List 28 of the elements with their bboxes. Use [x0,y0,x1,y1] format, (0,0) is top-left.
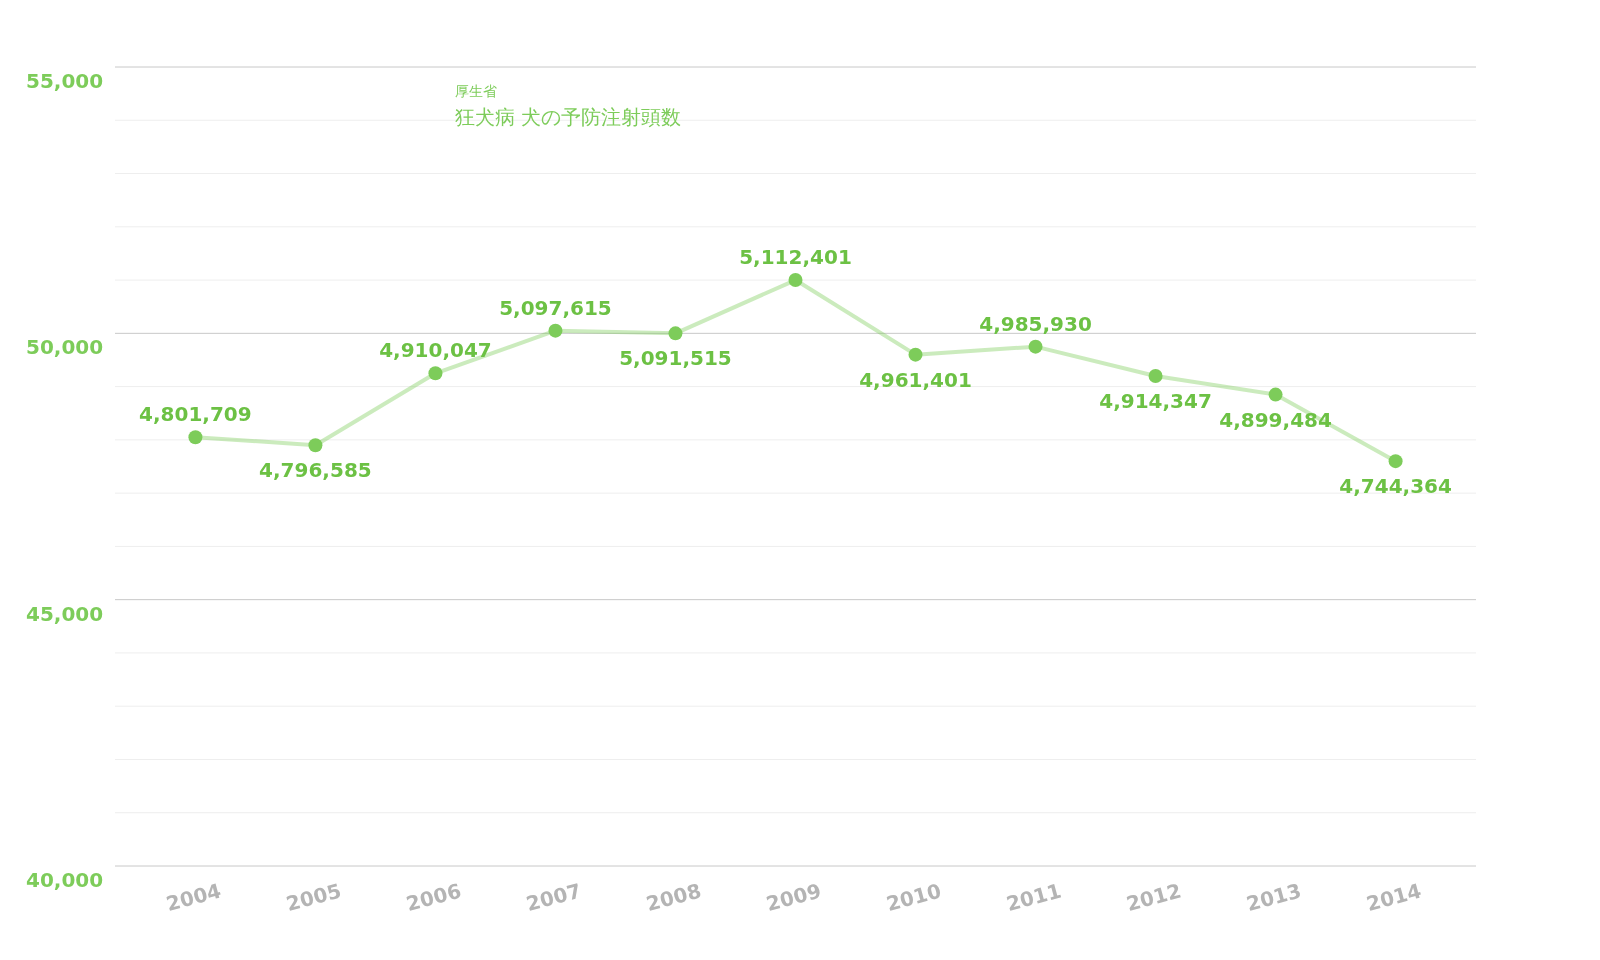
annotation: 4,910,047 [379,338,492,363]
annotation: 5,112,401 [739,245,852,270]
x-tick-label: 2013 [1243,878,1304,917]
x-tick-label: 2008 [643,878,704,917]
text: 狂犬病 犬の予防注射頭数 [455,105,682,129]
y-tick-label: 55,000 [26,69,104,93]
text: 厚生省 [455,83,497,99]
x-tick-label: 2004 [163,878,224,917]
y-tick-label: 40,000 [26,868,104,892]
annotation: 4,985,930 [979,311,1092,336]
x-tick-label: 2014 [1363,878,1424,917]
x-tick-label: 2007 [523,878,584,917]
x-tick-label: 2005 [283,878,344,917]
x-tick-label: 2011 [1003,878,1064,917]
annotation: 4,899,484 [1219,407,1332,432]
x-tick-label: 2009 [763,878,824,917]
annotation: 4,796,585 [259,458,372,483]
x-tick-label: 2006 [403,878,464,917]
annotation: 4,744,364 [1339,474,1452,499]
x-tick-label: 2012 [1123,878,1184,917]
annotation: 4,961,401 [859,367,972,392]
annotation: 4,801,709 [139,402,252,427]
y-tick-label: 45,000 [26,601,104,626]
x-tick-label: 2010 [883,878,944,917]
annotation: 5,097,615 [499,295,612,320]
annotation: 5,091,515 [619,346,732,371]
annotation: 4,914,347 [1099,388,1212,413]
y-tick-label: 50,000 [26,335,104,360]
